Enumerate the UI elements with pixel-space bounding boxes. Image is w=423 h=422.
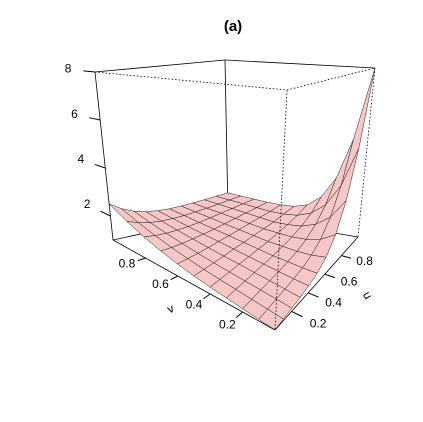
u-tick xyxy=(324,273,335,279)
u-tick-label: 0.2 xyxy=(310,317,327,331)
box-edge xyxy=(286,67,376,91)
box-edge xyxy=(94,71,114,241)
z-tick-label: 6 xyxy=(71,107,78,121)
box-edge xyxy=(94,59,226,73)
box-edge xyxy=(224,59,376,69)
box-edge xyxy=(94,71,288,91)
v-tick xyxy=(236,311,243,318)
chart-title: (a) xyxy=(224,18,242,35)
v-tick xyxy=(137,257,146,262)
y-axis-label: v xyxy=(165,301,176,316)
v-tick xyxy=(170,275,179,281)
v-tick-label: 0.2 xyxy=(219,318,236,332)
u-tick xyxy=(308,292,319,298)
z-tick-label: 4 xyxy=(77,152,84,166)
v-tick-label: 0.8 xyxy=(119,257,136,271)
box-edge xyxy=(357,67,376,238)
v-tick-label: 0.6 xyxy=(152,277,169,291)
u-tick xyxy=(291,310,303,318)
surface-cell xyxy=(258,308,284,331)
u-tick-label: 0.8 xyxy=(356,254,373,268)
u-tick-label: 0.6 xyxy=(341,275,358,289)
box-edge xyxy=(112,239,276,331)
z-tick xyxy=(83,70,96,73)
z-tick xyxy=(100,210,111,217)
box-edge xyxy=(224,59,229,216)
x-axis-label: u xyxy=(360,289,375,302)
box-edge xyxy=(274,236,359,331)
v-tick-label: 0.4 xyxy=(186,297,203,311)
z-tick xyxy=(94,163,106,169)
z-tick-label: 2 xyxy=(84,197,91,211)
box-edge xyxy=(274,89,288,331)
u-tick-label: 0.4 xyxy=(325,296,342,310)
v-tick xyxy=(203,293,211,300)
z-tick xyxy=(89,117,101,121)
surface-cell xyxy=(340,67,376,186)
z-tick-label: 8 xyxy=(65,62,72,76)
u-tick xyxy=(341,255,352,259)
